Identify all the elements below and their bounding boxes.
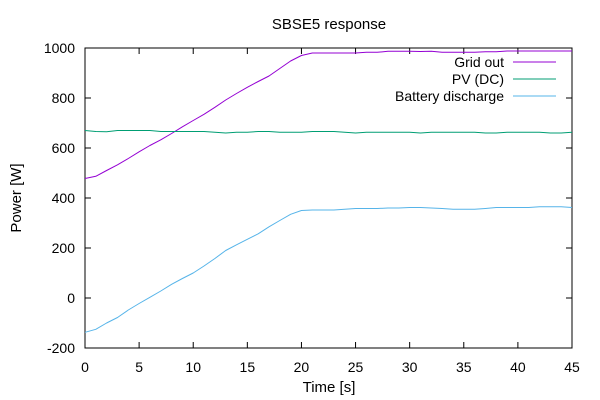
x-tick-label: 20 — [294, 359, 310, 375]
y-tick-label: 800 — [52, 90, 76, 106]
y-tick-label: -200 — [47, 340, 75, 356]
legend-label: Grid out — [454, 54, 504, 70]
y-tick-label: 200 — [52, 240, 76, 256]
series-line-pv-dc — [84, 130, 573, 134]
series-lines — [84, 50, 573, 333]
x-tick-label: 40 — [510, 359, 526, 375]
chart-title: SBSE5 response — [272, 16, 386, 33]
legend-label: Battery discharge — [395, 88, 504, 104]
series-line-grid-out — [84, 50, 572, 179]
y-tick-label: 400 — [52, 190, 76, 206]
x-tick-label: 30 — [402, 359, 418, 375]
x-tick-label: 5 — [135, 359, 143, 375]
y-tick-label: 0 — [67, 290, 75, 306]
x-tick-label: 45 — [564, 359, 580, 375]
series-line-battery-discharge — [84, 206, 573, 333]
y-tick-label: 600 — [52, 140, 76, 156]
x-tick-label: 10 — [185, 359, 201, 375]
axis-ticks: 0 5 10 15 20 25 30 35 40 45 -200 0 200 400 600 800 1000 — [44, 40, 580, 375]
x-tick-label: 35 — [456, 359, 472, 375]
x-tick-label: 15 — [240, 359, 256, 375]
x-axis-label: Time [s] — [303, 379, 356, 396]
legend-label: PV (DC) — [452, 71, 504, 87]
x-tick-label: 0 — [81, 359, 89, 375]
x-tick-label: 25 — [348, 359, 364, 375]
y-tick-label: 1000 — [44, 40, 75, 56]
y-axis-label: Power [W] — [8, 163, 25, 232]
